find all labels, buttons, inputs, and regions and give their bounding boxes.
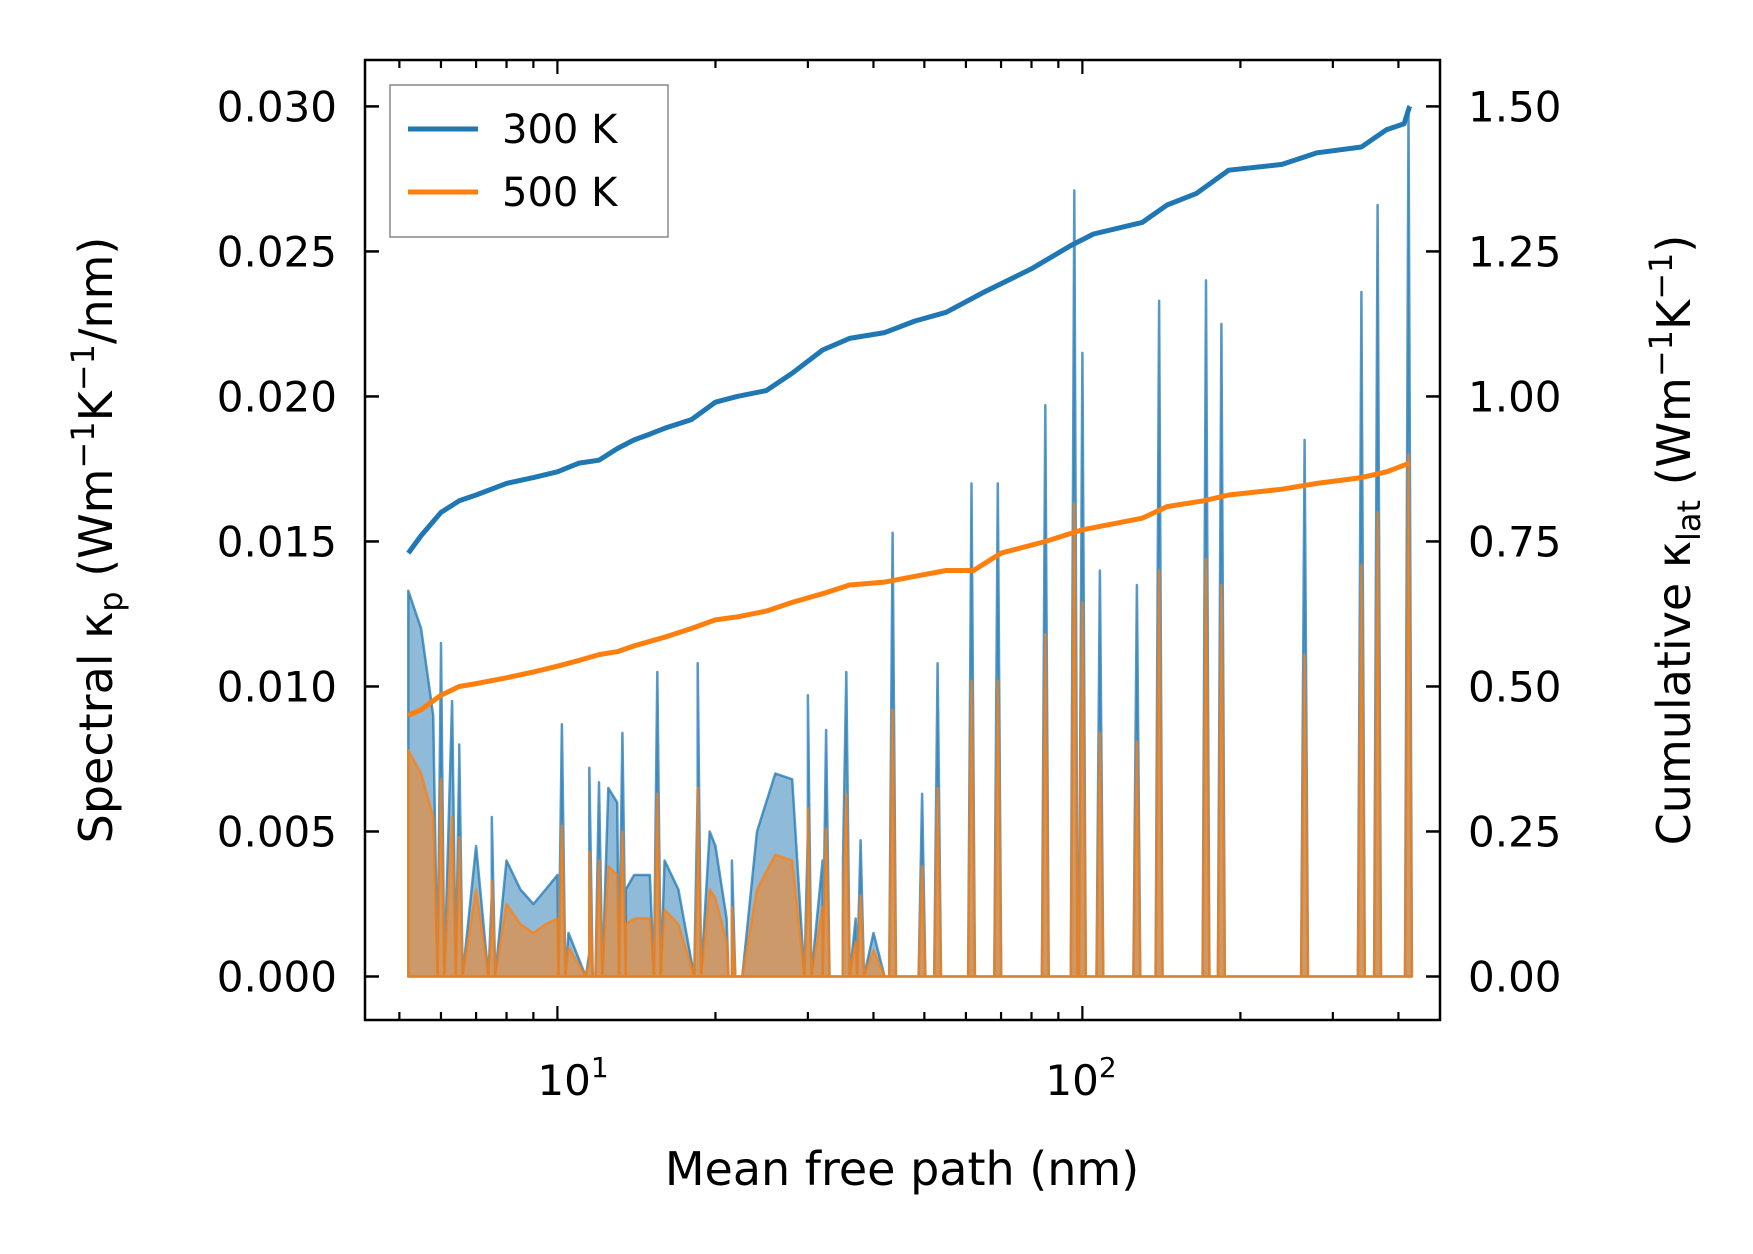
cumulative-line-500k xyxy=(407,460,1411,718)
legend: 300 K 500 K xyxy=(389,84,669,238)
right-y-tick-label: 0.50 xyxy=(1468,662,1562,711)
left-y-tick-label: 0.025 xyxy=(217,227,337,276)
plot-area xyxy=(406,105,1414,978)
legend-label-500k: 500 K xyxy=(502,170,619,216)
left-y-tick-label: 0.005 xyxy=(217,807,337,856)
left-axis-label: Spectral κp (Wm−1K−1/nm) xyxy=(64,237,130,844)
x-axis-label: Mean free path (nm) xyxy=(665,1142,1139,1196)
left-y-tick-label: 0.030 xyxy=(217,82,337,131)
x-tick-label: 102 xyxy=(1045,1051,1116,1105)
left-y-tick-label: 0.000 xyxy=(217,952,337,1001)
right-y-tick-label: 0.75 xyxy=(1468,517,1562,566)
axis-ticks: 0.000 0.005 0.010 0.015 0.020 0.025 0.030 0.00 0… xyxy=(217,60,1562,1020)
right-y-tick-label: 0.25 xyxy=(1468,807,1562,856)
left-y-tick-label: 0.010 xyxy=(217,662,337,711)
x-tick-label: 101 xyxy=(537,1051,608,1105)
legend-label-300k: 300 K xyxy=(502,107,619,153)
right-y-tick-label: 1.00 xyxy=(1468,372,1562,421)
cumulative-line-300k xyxy=(406,105,1412,555)
right-y-tick-label: 1.50 xyxy=(1468,82,1562,131)
right-y-tick-label: 0.00 xyxy=(1468,952,1562,1001)
left-y-tick-label: 0.020 xyxy=(217,372,337,421)
right-y-tick-label: 1.25 xyxy=(1468,227,1562,276)
left-y-tick-label: 0.015 xyxy=(217,517,337,566)
spectral-area-500k xyxy=(407,453,1414,978)
right-axis-label: Cumulative κlat (Wm−1K−1) xyxy=(1642,235,1708,846)
legend-box xyxy=(389,84,669,238)
plot-frame xyxy=(363,58,1442,1022)
